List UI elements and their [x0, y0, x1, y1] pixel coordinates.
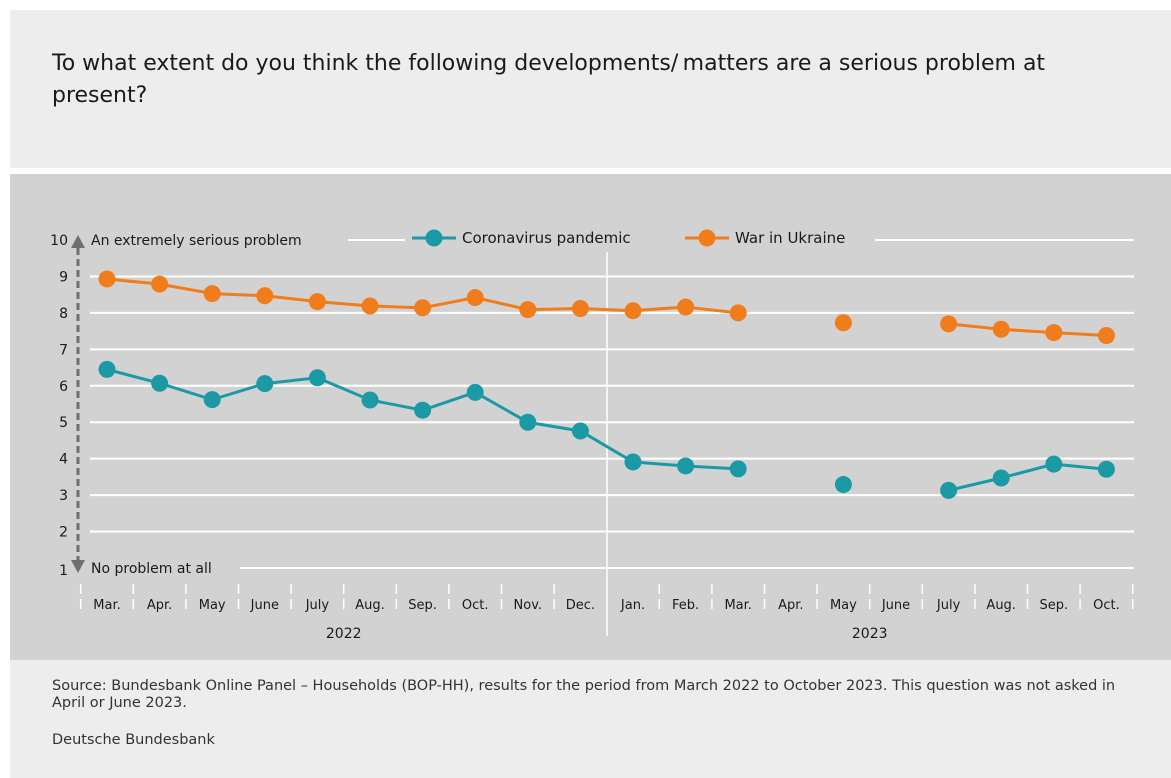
- x-tick-label: June: [881, 598, 910, 613]
- source-note: Source: Bundesbank Online Panel – Househ…: [52, 678, 1116, 711]
- data-point: [256, 287, 274, 305]
- legend-label: Coronavirus pandemic: [462, 229, 631, 247]
- x-tick-label: July: [936, 598, 961, 613]
- data-point: [151, 275, 169, 293]
- y-tick-label: 4: [59, 452, 68, 468]
- data-point: [624, 453, 642, 471]
- annotation-backdrop: [88, 228, 348, 252]
- series-line: [948, 462, 1107, 492]
- data-point: [414, 299, 432, 317]
- y-tick-label: 2: [59, 525, 68, 541]
- data-point: [256, 375, 274, 393]
- year-label: 2022: [326, 626, 362, 642]
- data-point: [1045, 455, 1063, 473]
- legend-swatch-marker: [698, 229, 716, 247]
- y-tick-label: 3: [59, 488, 68, 504]
- data-point: [834, 314, 852, 332]
- data-point: [940, 481, 958, 499]
- data-point: [98, 270, 116, 288]
- data-point: [1097, 460, 1115, 478]
- footer-panel: Source: Bundesbank Online Panel – Househ…: [10, 660, 1171, 778]
- y-tick-label: 1: [59, 563, 68, 579]
- x-tick-label: Apr.: [147, 598, 172, 613]
- arrow-down-icon: [71, 560, 85, 573]
- arrow-up-icon: [71, 235, 85, 248]
- x-tick-label: Sep.: [408, 598, 437, 613]
- annotation-backdrop: [88, 556, 240, 580]
- legend-backdrop: [405, 226, 875, 254]
- data-point: [571, 422, 589, 440]
- x-tick-label: Mar.: [724, 598, 751, 613]
- data-point: [677, 457, 695, 475]
- header-panel: To what extent do you think the followin…: [10, 10, 1171, 168]
- data-point: [361, 391, 379, 409]
- y-tick-label: 6: [59, 379, 68, 395]
- y-tick-label: 10: [50, 233, 68, 249]
- data-point: [992, 469, 1010, 487]
- data-point: [203, 391, 221, 409]
- x-tick-label: Nov.: [514, 598, 543, 613]
- data-point: [571, 300, 589, 318]
- data-point: [414, 401, 432, 419]
- y-tick-label: 8: [59, 306, 68, 322]
- y-tick-label: 5: [59, 415, 68, 431]
- data-point: [729, 304, 747, 322]
- chart-title: To what extent do you think the followin…: [52, 51, 1046, 108]
- data-point: [466, 289, 484, 307]
- data-point: [834, 476, 852, 494]
- data-point: [361, 297, 379, 315]
- x-tick-label: Oct.: [1093, 598, 1120, 613]
- x-tick-label: Dec.: [566, 598, 595, 613]
- y-tick-label: 7: [59, 342, 68, 358]
- publisher-credit: Deutsche Bundesbank: [52, 732, 215, 748]
- data-point: [308, 369, 326, 387]
- series-line: [106, 367, 739, 471]
- bottom-annotation: No problem at all: [91, 561, 212, 577]
- year-label: 2023: [852, 626, 888, 642]
- line-chart: 1 2 3 4 5 6 7 8 9 10 An extremely serious problem N…: [50, 226, 1134, 642]
- data-point: [729, 460, 747, 478]
- legend-label: War in Ukraine: [735, 229, 845, 247]
- data-point: [151, 374, 169, 392]
- top-annotation: An extremely serious problem: [91, 233, 302, 249]
- data-point: [98, 360, 116, 378]
- x-tick-label: July: [305, 598, 330, 613]
- data-point: [992, 320, 1010, 338]
- data-point: [519, 413, 537, 431]
- x-tick-label: Oct.: [462, 598, 489, 613]
- x-tick-label: Apr.: [778, 598, 803, 613]
- y-tick-label: 9: [59, 269, 68, 285]
- x-tick-label: May: [199, 598, 226, 613]
- chart-panel: 1 2 3 4 5 6 7 8 9 10 An extremely serious problem N…: [10, 174, 1171, 660]
- x-tick-label: Sep.: [1039, 598, 1068, 613]
- legend-swatch-marker: [425, 229, 443, 247]
- data-point: [203, 285, 221, 303]
- x-tick-label: May: [830, 598, 857, 613]
- data-point: [677, 298, 695, 316]
- x-tick-label: June: [250, 598, 279, 613]
- series-line: [948, 322, 1107, 337]
- data-point: [624, 302, 642, 320]
- data-point: [466, 383, 484, 401]
- x-tick-label: Aug.: [355, 598, 385, 613]
- x-tick-label: Aug.: [986, 598, 1016, 613]
- data-point: [519, 301, 537, 319]
- data-point: [1045, 324, 1063, 342]
- x-tick-label: Feb.: [672, 598, 699, 613]
- x-tick-label: Mar.: [93, 598, 120, 613]
- data-point: [308, 293, 326, 311]
- data-point: [940, 315, 958, 333]
- data-point: [1097, 326, 1115, 344]
- x-tick-label: Jan.: [620, 598, 645, 613]
